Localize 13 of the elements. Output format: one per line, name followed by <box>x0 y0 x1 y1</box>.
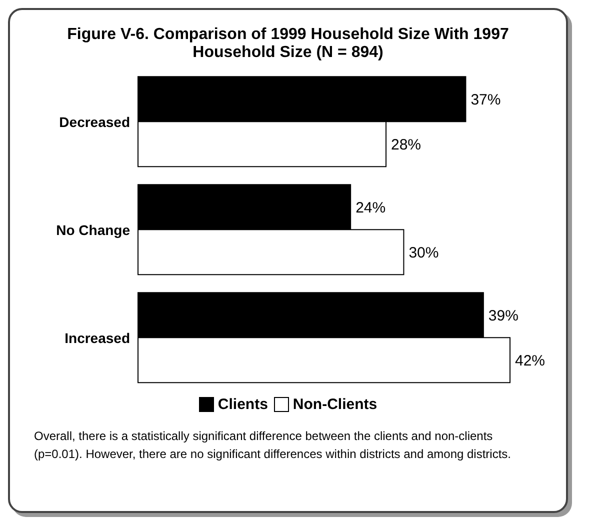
text: Overall, there is a statistically significant difference between the clients and non-clients (p=0.01). However, there are no significant differences within districts and among districts. <box>34 428 512 463</box>
y-tick-label: No Change <box>56 222 130 238</box>
data-label: 39% <box>488 307 518 324</box>
data-label: 24% <box>356 199 386 216</box>
y-tick-label: Increased <box>64 330 130 346</box>
legend-label: Clients <box>216 396 268 413</box>
chart-title: Figure V-6. Comparison of 1999 Household Size With 1997 Household Size (N = 894) <box>66 26 510 62</box>
y-tick-label: Decreased <box>59 114 130 130</box>
legend-label: Non-Clients <box>292 396 378 413</box>
data-label: 42% <box>515 352 546 370</box>
data-label: 37% <box>470 91 501 108</box>
data-label: 28% <box>391 136 422 154</box>
data-label: 30% <box>408 244 439 262</box>
